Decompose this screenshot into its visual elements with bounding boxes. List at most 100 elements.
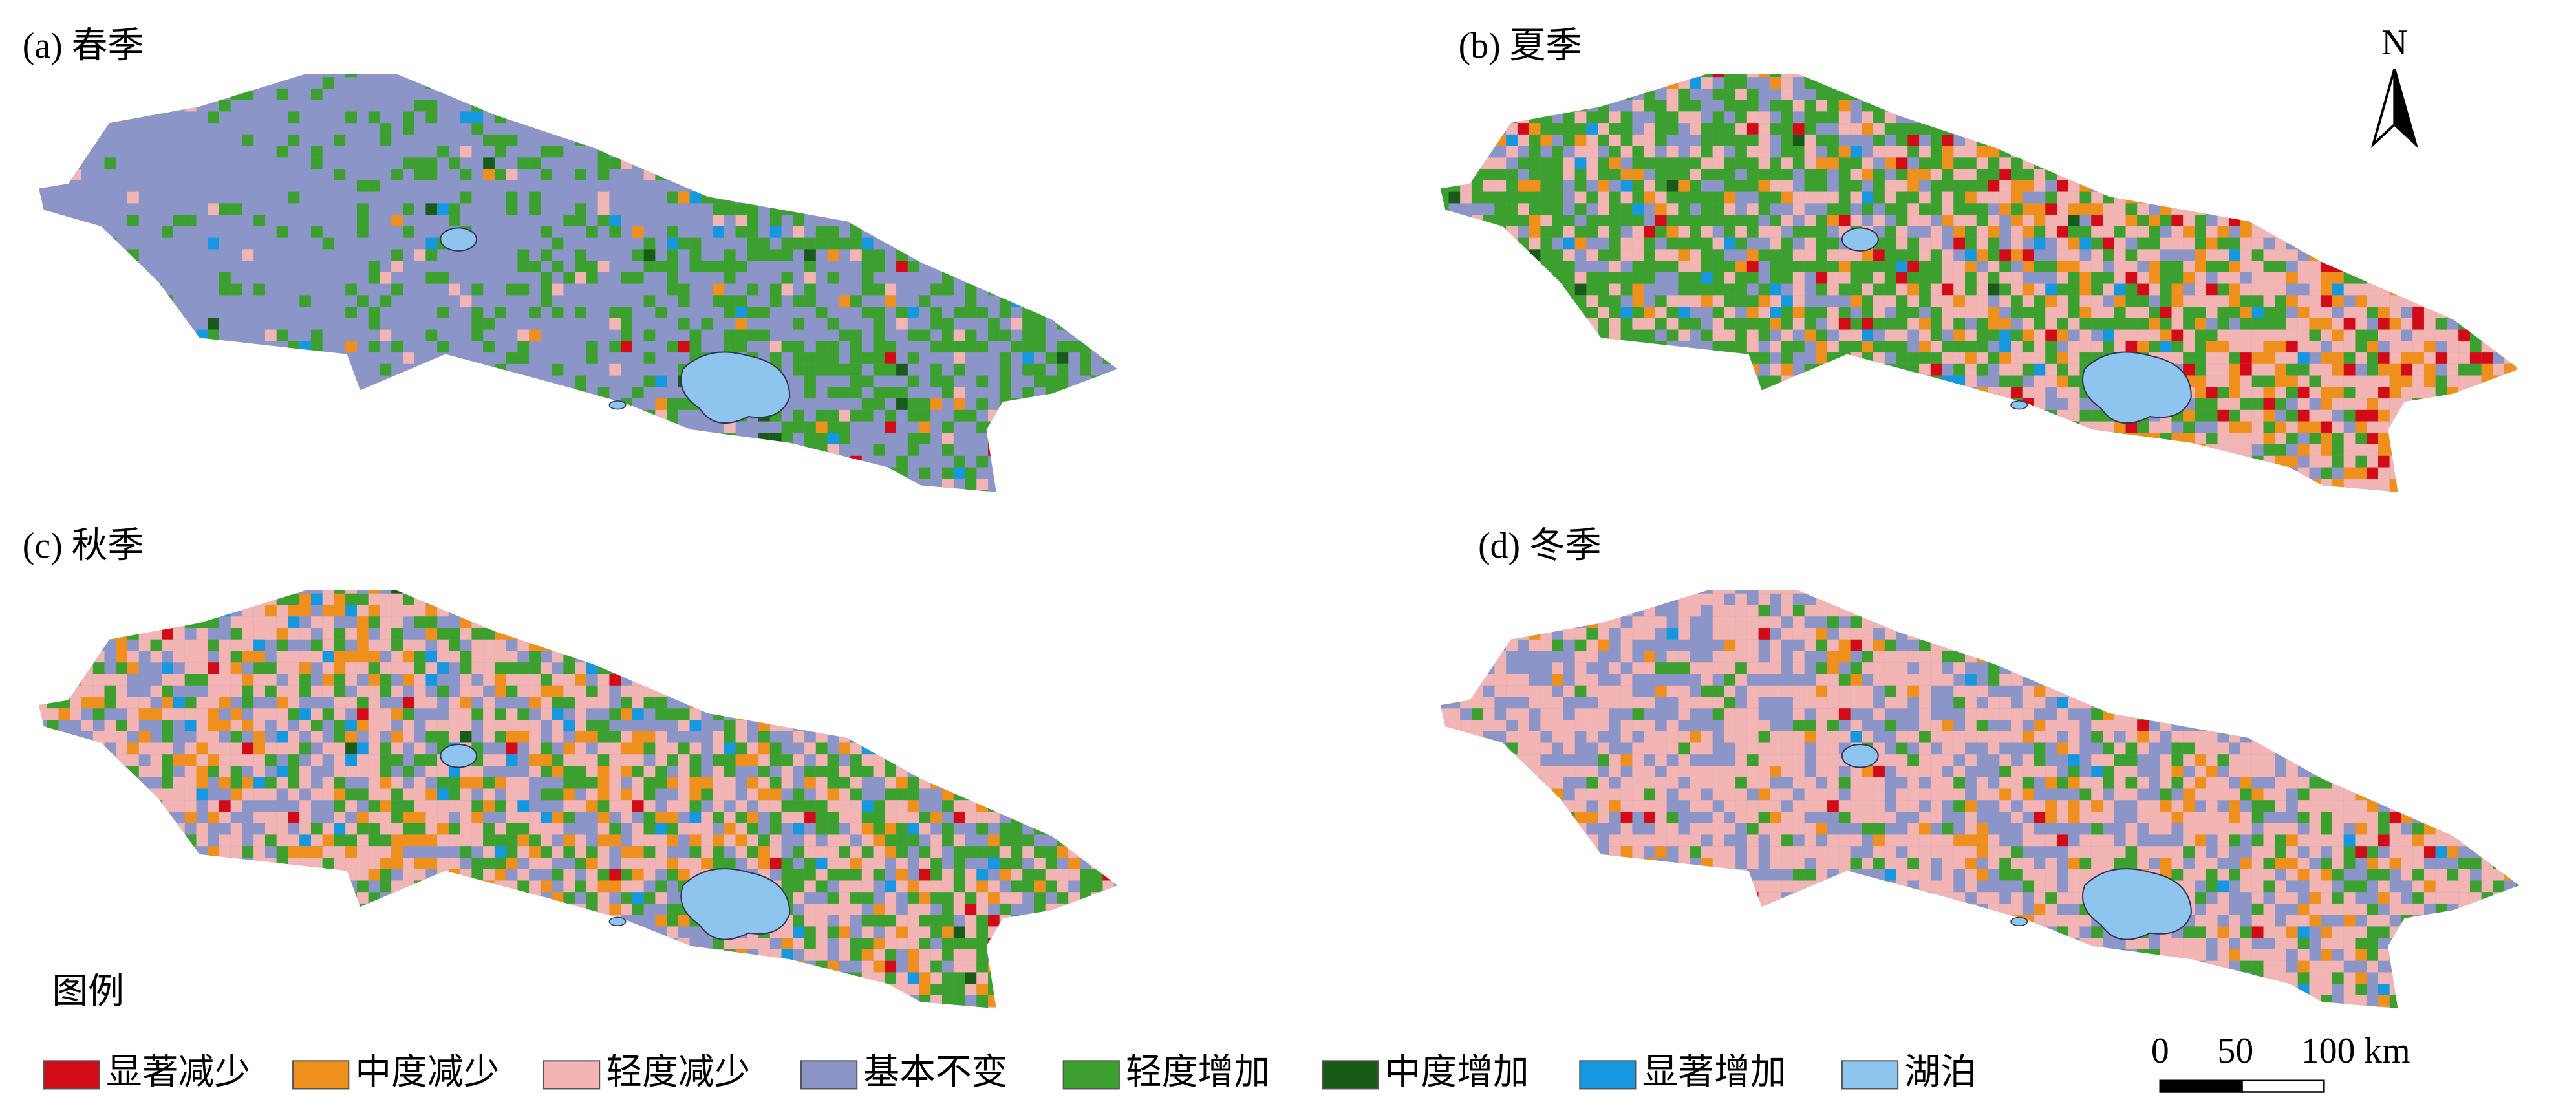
cell [724,203,736,215]
cell [2240,341,2252,353]
cell [2183,226,2195,238]
cell [2286,295,2298,307]
cell [1827,249,1839,261]
cell [2412,215,2424,226]
cell [747,100,759,112]
cell [1746,134,1759,146]
cell [2263,74,2275,78]
cell [1080,363,1091,376]
cell [2458,226,2470,238]
cell [2068,341,2080,353]
cell [1942,307,1954,318]
cell [689,249,702,261]
cell [264,903,277,915]
cell [2435,444,2447,456]
cell [1907,100,1920,112]
cell [162,823,173,835]
cell [1746,455,1759,468]
cell [368,409,380,422]
cell [1440,123,1449,135]
cell [1953,226,1966,238]
cell [1609,272,1621,284]
cell [1666,215,1679,226]
cell [2309,433,2321,445]
cell [1746,180,1759,192]
cell [2389,307,2401,318]
cell [1529,467,1541,479]
cell [1724,74,1736,78]
cell [1678,329,1690,341]
cell [2137,191,2149,204]
cell [1609,409,1621,422]
cell [2332,433,2344,445]
cell [276,823,288,835]
cell [2447,387,2459,399]
cell [92,674,105,686]
cell [850,479,862,491]
cell [2022,490,2034,492]
cell [2423,433,2436,445]
cell [850,180,862,192]
cell [1701,479,1713,491]
cell [1552,123,1563,135]
cell [299,628,311,640]
cell [2493,363,2505,376]
cell [689,191,702,204]
cell [713,455,724,468]
cell [173,318,185,330]
cell [1712,490,1724,492]
cell [1666,409,1679,422]
cell [173,903,185,915]
cell [1045,169,1057,180]
cell [701,77,713,89]
cell [1091,295,1103,307]
cell [2011,77,2023,89]
cell [2217,329,2229,341]
cell [1586,341,1598,353]
cell [1896,375,1908,387]
cell [2447,123,2459,135]
cell [1792,455,1805,468]
cell [184,949,197,961]
cell [1540,157,1552,169]
cell [850,329,862,341]
cell [1907,363,1920,376]
cell [1988,444,2000,456]
cell [127,823,139,835]
cell [1666,146,1679,158]
cell [288,811,300,823]
cell [804,352,816,364]
cell [1609,134,1621,146]
cell [586,134,598,146]
cell [184,880,197,893]
cell [2240,261,2252,272]
cell [713,433,724,445]
cell [1586,134,1598,146]
cell [334,685,346,697]
cell [678,398,690,410]
cell [1460,180,1472,192]
cell [529,111,541,124]
cell [1712,421,1724,433]
cell [2286,146,2298,158]
cell [2321,295,2332,307]
cell [1644,375,1655,387]
cell [1609,318,1621,330]
cell [1884,283,1896,296]
cell [2160,237,2172,250]
cell [1919,249,1931,261]
cell [1540,490,1552,492]
cell [1494,226,1507,238]
cell [1976,203,1988,215]
cell [230,685,242,697]
cell [39,674,47,686]
cell [1838,261,1851,272]
cell [299,984,311,995]
cell [850,409,862,422]
cell [1930,479,1942,491]
cell [138,593,151,605]
cell [2045,375,2057,387]
cell [230,662,242,675]
cell [2343,191,2356,204]
cell [1953,272,1966,284]
